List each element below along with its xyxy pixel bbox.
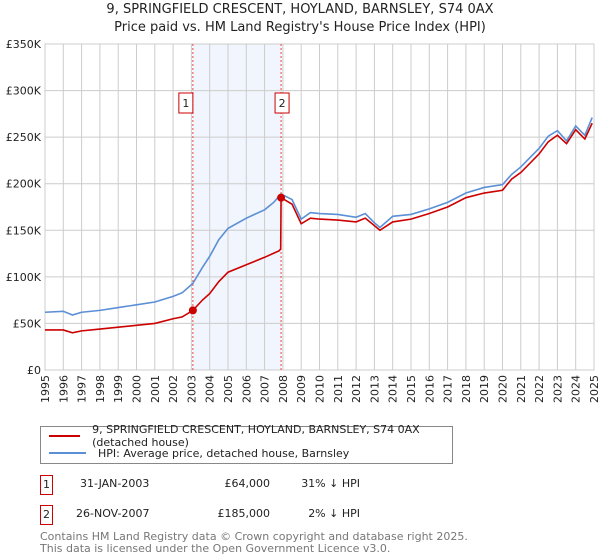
marker-badge-label: 1: [182, 97, 189, 110]
y-tick-label: £250K: [6, 131, 42, 144]
transaction-row: 1 31-JAN-2003 £64,000 31% ↓ HPI: [40, 475, 600, 495]
legend: 9, SPRINGFIELD CRESCENT, HOYLAND, BARNSL…: [40, 423, 453, 464]
x-tick-label: 2005: [222, 375, 235, 403]
transaction-price: £64,000: [224, 477, 271, 490]
x-tick-label: 2012: [350, 375, 363, 403]
property-price-line: [45, 122, 593, 334]
shaded-period: [192, 44, 282, 370]
marker-badge-label: 2: [279, 97, 286, 110]
x-tick-label: 2004: [204, 375, 217, 403]
x-tick-label: 2018: [460, 375, 473, 403]
x-tick-label: 2010: [314, 375, 327, 403]
price-chart: 1995 1996 1997 1998 1999 2000 2001 2002 2003 2004…: [6, 38, 600, 403]
x-tick-label: 2017: [442, 375, 455, 403]
footer-line: Contains HM Land Registry data © Crown c…: [40, 530, 468, 543]
transaction-date: 31-JAN-2003: [80, 477, 150, 490]
legend-item-property: 9, SPRINGFIELD CRESCENT, HOYLAND, BARNSL…: [49, 423, 452, 449]
y-tick-label: £350K: [6, 38, 42, 51]
x-tick-label: 2002: [167, 375, 180, 403]
y-tick-label: £100K: [6, 271, 42, 284]
footer-line: This data is licensed under the Open Gov…: [40, 542, 391, 555]
transaction-date: 26-NOV-2007: [76, 507, 150, 520]
plot-frame: [44, 43, 595, 371]
footer: Contains HM Land Registry data © Crown c…: [40, 531, 468, 555]
transaction-row: 2 26-NOV-2007 £185,000 2% ↓ HPI: [40, 505, 600, 525]
x-tick-label: 1995: [39, 375, 52, 403]
legend-label: HPI: Average price, detached house, Barn…: [98, 446, 350, 460]
chart-subtitle: Price paid vs. HM Land Registry's House …: [114, 20, 486, 35]
y-tick-label: £200K: [6, 178, 42, 191]
x-tick-label: 2000: [131, 375, 144, 403]
legend-item-hpi: HPI: Average price, detached house, Barn…: [49, 445, 349, 461]
legend-swatch-blue: [49, 452, 86, 454]
x-tick-label: 2022: [533, 375, 546, 403]
x-tick-label: 1996: [57, 375, 70, 403]
y-tick-label: £0: [27, 364, 41, 377]
y-tick-label: £50K: [13, 317, 42, 330]
x-tick-label: 2021: [515, 375, 528, 403]
x-tick-label: 1997: [76, 375, 89, 403]
x-tick-label: 1998: [94, 375, 107, 403]
transaction-hpi: 31% ↓ HPI: [301, 477, 360, 490]
marker-badge: 1: [40, 475, 53, 495]
marker-badge: [178, 92, 194, 114]
x-tick-label: 2015: [405, 375, 418, 403]
transaction-price: £185,000: [217, 507, 271, 520]
x-tick-label: 2024: [570, 375, 583, 403]
x-tick-label: 2007: [259, 375, 272, 403]
sale-point: [277, 193, 286, 202]
legend-label: 9, SPRINGFIELD CRESCENT, HOYLAND, BARNSL…: [92, 423, 420, 449]
x-tick-label: 2023: [551, 375, 564, 403]
x-tick-label: 2006: [240, 375, 253, 403]
marker-badge: 2: [40, 505, 53, 525]
x-tick-label: 2001: [149, 375, 162, 403]
x-tick-label: 2014: [387, 375, 400, 403]
chart-title: 9, SPRINGFIELD CRESCENT, HOYLAND, BARNSL…: [106, 2, 494, 17]
x-tick-label: 2019: [478, 375, 491, 403]
x-tick-label: 2016: [423, 375, 436, 403]
x-tick-label: 2008: [277, 375, 290, 403]
marker-badge: [274, 92, 290, 114]
x-tick-label: 2020: [497, 375, 510, 403]
x-tick-label: 2011: [332, 375, 345, 403]
transaction-hpi: 2% ↓ HPI: [308, 507, 360, 520]
hpi-line: [44, 117, 593, 316]
sale-point: [188, 306, 197, 315]
legend-swatch-red: [49, 435, 81, 437]
x-tick-label: 1999: [112, 375, 125, 403]
x-tick-label: 2003: [185, 375, 198, 403]
y-tick-label: £150K: [6, 224, 42, 237]
x-tick-label: 2013: [368, 375, 381, 403]
x-tick-label: 2009: [295, 375, 308, 403]
y-tick-label: £300K: [6, 85, 42, 98]
x-tick-label: 2025: [588, 375, 600, 403]
